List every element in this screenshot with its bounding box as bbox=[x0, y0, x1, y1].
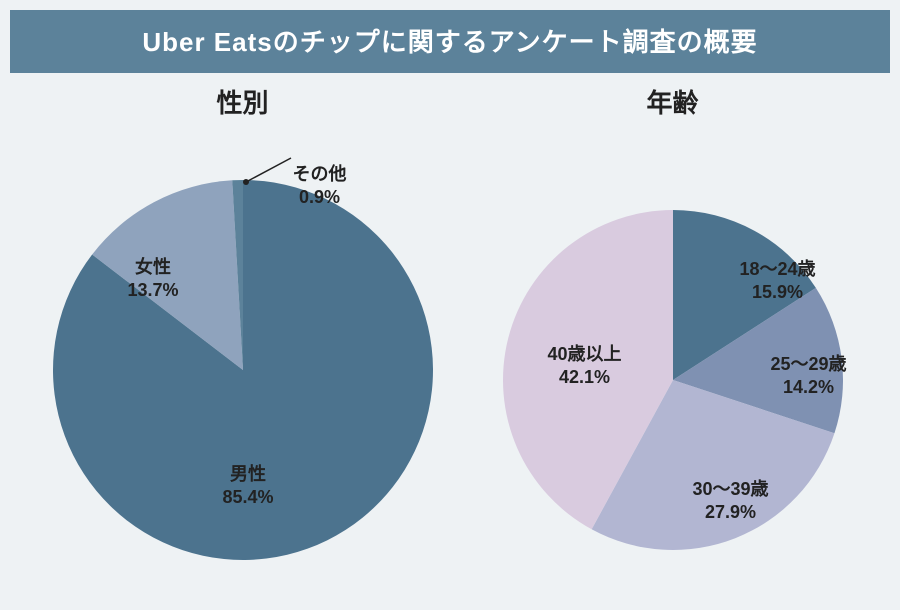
gender-chart: 性別 男性85.4%女性13.7%その他0.9% bbox=[33, 83, 453, 600]
gender-callout-line bbox=[246, 158, 291, 182]
age-chart: 年齢 18〜24歳15.9%25〜29歳14.2%30〜39歳27.9%40歳以… bbox=[478, 83, 868, 600]
age-pie bbox=[478, 130, 868, 600]
gender-pie bbox=[33, 130, 453, 600]
gender-chart-title: 性別 bbox=[216, 83, 268, 120]
age-chart-title: 年齢 bbox=[646, 83, 698, 120]
gender-callout-dot bbox=[243, 179, 249, 185]
page-title: Uber Eatsのチップに関するアンケート調査の概要 bbox=[10, 10, 890, 73]
page-title-text: Uber Eatsのチップに関するアンケート調査の概要 bbox=[142, 27, 757, 57]
charts-row: 性別 男性85.4%女性13.7%その他0.9% 年齢 18〜24歳15.9%2… bbox=[0, 83, 900, 600]
